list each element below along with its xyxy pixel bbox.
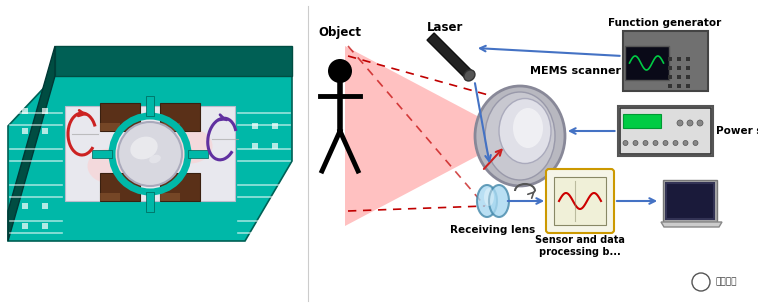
Polygon shape (22, 223, 28, 229)
Text: Sensor and data
processing b...: Sensor and data processing b... (535, 235, 625, 257)
FancyBboxPatch shape (618, 106, 713, 156)
Polygon shape (100, 103, 140, 131)
FancyBboxPatch shape (622, 114, 660, 128)
Polygon shape (345, 46, 515, 226)
Polygon shape (55, 46, 292, 76)
Polygon shape (668, 84, 672, 88)
Polygon shape (160, 103, 200, 131)
Ellipse shape (513, 108, 543, 148)
Ellipse shape (168, 129, 212, 163)
Polygon shape (686, 84, 690, 88)
Circle shape (643, 140, 648, 145)
Circle shape (697, 120, 703, 126)
Ellipse shape (489, 185, 509, 217)
FancyBboxPatch shape (546, 169, 614, 233)
Circle shape (687, 120, 693, 126)
Polygon shape (677, 84, 681, 88)
Text: Function generator: Function generator (609, 18, 722, 28)
Text: Laser: Laser (427, 21, 463, 34)
Polygon shape (666, 183, 714, 219)
Circle shape (328, 59, 352, 83)
FancyBboxPatch shape (622, 31, 707, 91)
Text: Object: Object (318, 26, 362, 39)
Polygon shape (22, 108, 28, 114)
Polygon shape (146, 96, 154, 116)
Polygon shape (42, 223, 48, 229)
Polygon shape (42, 203, 48, 209)
Ellipse shape (484, 188, 494, 206)
Polygon shape (22, 128, 28, 134)
Polygon shape (252, 143, 258, 149)
Ellipse shape (475, 86, 565, 186)
Circle shape (693, 140, 698, 145)
Polygon shape (686, 66, 690, 70)
Polygon shape (160, 173, 200, 201)
Ellipse shape (499, 99, 551, 163)
Polygon shape (100, 173, 140, 201)
Text: Receiving lens: Receiving lens (450, 225, 536, 235)
Polygon shape (272, 143, 278, 149)
Polygon shape (146, 192, 154, 212)
Ellipse shape (149, 155, 161, 163)
Polygon shape (22, 203, 28, 209)
Polygon shape (100, 123, 120, 131)
Polygon shape (160, 123, 180, 131)
Ellipse shape (464, 70, 475, 81)
Polygon shape (100, 193, 120, 201)
Polygon shape (92, 150, 112, 158)
Text: MEMS scanner: MEMS scanner (530, 66, 621, 76)
Circle shape (683, 140, 688, 145)
Polygon shape (686, 75, 690, 79)
Polygon shape (188, 150, 208, 158)
Polygon shape (677, 57, 681, 61)
Polygon shape (65, 106, 235, 201)
Ellipse shape (477, 185, 497, 217)
Circle shape (623, 140, 628, 145)
Polygon shape (252, 123, 258, 129)
Circle shape (663, 140, 668, 145)
Circle shape (673, 140, 678, 145)
Polygon shape (668, 57, 672, 61)
Polygon shape (8, 46, 55, 241)
Circle shape (118, 122, 182, 186)
Text: 九章智驾: 九章智驾 (715, 278, 737, 286)
Polygon shape (661, 222, 722, 227)
Polygon shape (668, 75, 672, 79)
Polygon shape (677, 75, 681, 79)
Polygon shape (663, 180, 717, 222)
Circle shape (653, 140, 658, 145)
Polygon shape (8, 76, 292, 241)
Polygon shape (160, 193, 180, 201)
Ellipse shape (485, 92, 555, 180)
Ellipse shape (130, 136, 158, 159)
Text: Power supply: Power supply (716, 126, 758, 136)
Polygon shape (427, 33, 473, 79)
Circle shape (633, 140, 638, 145)
FancyBboxPatch shape (625, 46, 669, 80)
Polygon shape (686, 57, 690, 61)
Polygon shape (668, 66, 672, 70)
Polygon shape (272, 123, 278, 129)
FancyBboxPatch shape (554, 177, 606, 225)
Polygon shape (677, 66, 681, 70)
Ellipse shape (87, 148, 133, 184)
Circle shape (677, 120, 683, 126)
Polygon shape (42, 128, 48, 134)
Polygon shape (42, 108, 48, 114)
